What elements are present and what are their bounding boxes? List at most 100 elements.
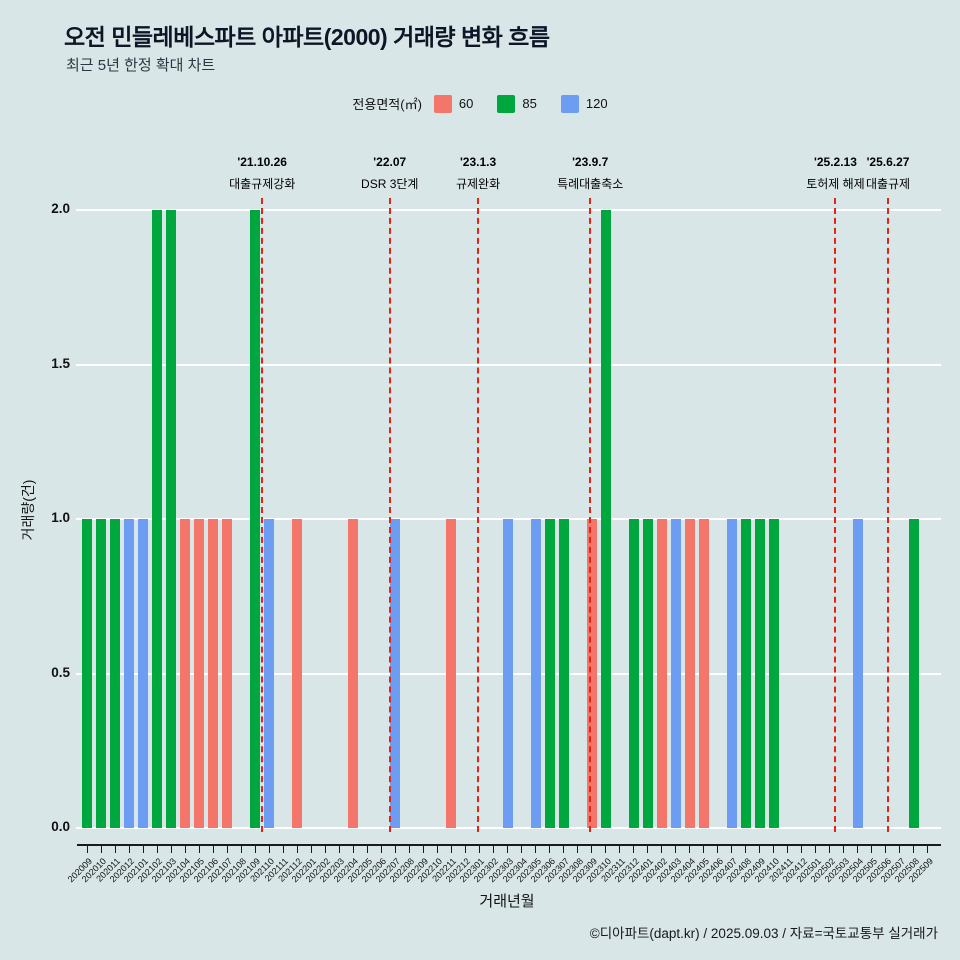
bar-202410 [768, 519, 779, 828]
x-tick [591, 844, 593, 853]
event-line-4 [589, 198, 592, 832]
x-tick [296, 844, 298, 853]
legend-title: 전용면적(㎡) [352, 97, 422, 112]
x-tick [857, 844, 859, 853]
bar-202207 [390, 519, 401, 828]
bar-202403 [670, 519, 681, 828]
x-tick [563, 844, 565, 853]
event-label-3: 규제완화 [455, 177, 501, 191]
x-tick [366, 844, 368, 853]
x-tick [759, 844, 761, 853]
x-axis-title: 거래년월 [479, 893, 535, 910]
chart-title: 오전 민들레베스파트 아파트(2000) 거래량 변화 흐름 [64, 24, 550, 50]
x-tick [408, 844, 410, 853]
y-tick-label: 1.5 [51, 355, 70, 371]
bar-202508 [908, 519, 919, 828]
bar-202409 [754, 519, 765, 828]
x-tick [170, 844, 172, 853]
x-tick [142, 844, 144, 853]
bar-202101 [138, 519, 149, 828]
legend-item-85: 85 [497, 94, 537, 113]
x-tick [773, 844, 775, 853]
x-tick [899, 844, 901, 853]
x-tick [394, 844, 396, 853]
bar-202305 [530, 519, 541, 828]
x-tick [492, 844, 494, 853]
x-tick [647, 844, 649, 853]
x-tick [549, 844, 551, 853]
legend: 전용면적(㎡) 60 85 120 [0, 94, 960, 113]
bar-202104 [180, 519, 191, 828]
x-tick [268, 844, 270, 853]
bar-202103 [166, 210, 177, 828]
x-tick [352, 844, 354, 853]
event-date-1: '21.10.26 [237, 155, 287, 169]
footer-credit: ©디아파트(dapt.kr) / 2025.09.03 / 자료=국토교통부 실… [589, 926, 938, 941]
x-tick [240, 844, 242, 853]
gridline [76, 827, 941, 829]
y-tick-label: 0.0 [51, 819, 70, 834]
y-tick-label: 1.0 [51, 510, 70, 525]
event-date-4: '23.9.7 [572, 155, 609, 169]
bar-202408 [740, 519, 751, 828]
event-label-2: DSR 3단계 [361, 177, 419, 191]
x-axis-line [77, 844, 941, 846]
bar-202105 [194, 519, 205, 828]
bar-202204 [348, 519, 359, 828]
bar-202011 [110, 519, 121, 828]
bar-202211 [446, 519, 457, 828]
legend-swatch-120 [560, 94, 579, 113]
x-tick [282, 844, 284, 853]
event-label-4: 특례대출축소 [557, 177, 624, 191]
x-tick [815, 844, 817, 853]
x-tick [184, 844, 186, 853]
bar-202106 [208, 519, 219, 828]
x-tick [324, 844, 326, 853]
bar-202402 [656, 519, 667, 828]
x-tick [380, 844, 382, 853]
bar-202407 [726, 519, 737, 828]
x-tick [731, 844, 733, 853]
x-tick [521, 844, 523, 853]
x-tick [927, 844, 929, 853]
x-tick [464, 844, 466, 853]
x-tick [577, 844, 579, 853]
x-tick [661, 844, 663, 853]
bar-202310 [600, 210, 611, 828]
event-label-6: 대출규제 [865, 177, 911, 191]
x-tick [633, 844, 635, 853]
x-tick [422, 844, 424, 853]
x-tick [717, 844, 719, 853]
chart-subtitle: 최근 5년 한정 확대 차트 [66, 57, 216, 74]
legend-label-85: 85 [522, 96, 537, 111]
gridline [76, 363, 941, 366]
event-line-2 [388, 198, 391, 832]
event-label-5: 토허제 해제 [806, 177, 865, 191]
bar-202405 [698, 519, 709, 828]
x-tick [100, 844, 102, 853]
x-tick [913, 844, 915, 853]
bar-202307 [558, 519, 569, 828]
legend-items: 60 85 120 [433, 94, 608, 113]
bar-202401 [642, 519, 653, 828]
x-tick [450, 844, 452, 853]
legend-swatch-85 [497, 94, 516, 113]
x-tick [871, 844, 873, 853]
bar-202110 [264, 519, 275, 828]
gridline [76, 209, 941, 211]
x-tick [801, 844, 803, 853]
bar-202009 [82, 519, 92, 828]
bar-202109 [250, 210, 261, 828]
x-tick [226, 844, 228, 853]
bar-202010 [96, 519, 107, 828]
event-date-3: '23.1.3 [459, 155, 497, 169]
x-tick [507, 844, 508, 853]
event-line-6 [887, 198, 890, 832]
event-line-3 [477, 198, 480, 832]
x-tick [689, 844, 691, 853]
x-tick [829, 844, 831, 853]
legend-label-120: 120 [585, 96, 608, 111]
y-tick-label: 2.0 [51, 201, 70, 216]
bar-202404 [684, 519, 695, 828]
